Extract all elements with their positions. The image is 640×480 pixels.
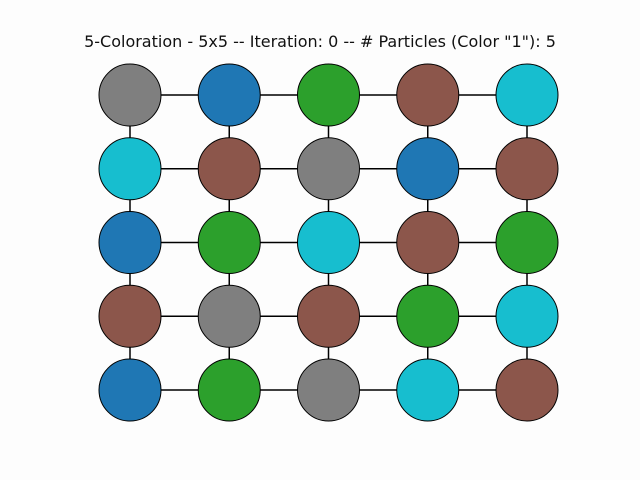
node-4-0-blue — [98, 358, 162, 422]
node-3-2-brown — [297, 284, 360, 348]
node-4-1-green — [197, 358, 261, 422]
node-2-0-blue — [98, 211, 162, 274]
node-4-3-cyan — [396, 358, 460, 422]
node-3-1-gray — [197, 284, 261, 348]
node-3-4-cyan — [495, 284, 559, 348]
node-0-2-green — [297, 63, 360, 127]
node-1-2-gray — [297, 137, 360, 201]
node-1-1-brown — [197, 137, 261, 201]
node-0-1-blue — [197, 63, 261, 127]
node-2-2-cyan — [297, 211, 360, 274]
node-3-3-green — [396, 284, 460, 348]
node-2-1-green — [197, 211, 261, 274]
node-3-0-brown — [98, 284, 162, 348]
node-1-3-blue — [396, 137, 460, 201]
node-0-0-gray — [98, 63, 162, 127]
node-1-4-brown — [495, 137, 559, 201]
node-4-4-brown — [495, 358, 559, 422]
node-0-4-cyan — [495, 63, 559, 127]
node-0-3-brown — [396, 63, 460, 127]
node-1-0-cyan — [98, 137, 162, 201]
nodes-layer — [98, 63, 559, 422]
node-4-2-gray — [297, 358, 360, 422]
node-2-3-brown — [396, 211, 460, 274]
node-2-4-green — [495, 211, 559, 274]
figure-title: 5-Coloration - 5x5 -- Iteration: 0 -- # … — [84, 32, 556, 51]
